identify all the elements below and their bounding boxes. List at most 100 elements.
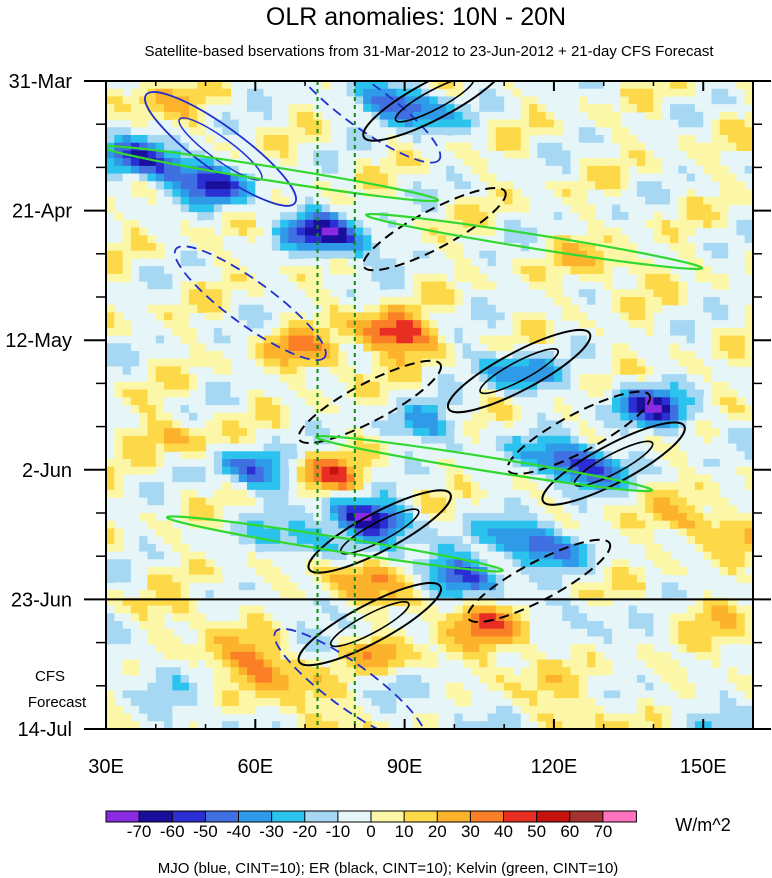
- olr-cell: [130, 88, 140, 98]
- olr-cell: [553, 435, 563, 445]
- olr-cell: [504, 428, 514, 437]
- olr-cell: [462, 165, 472, 175]
- olr-cell: [180, 212, 190, 221]
- olr-cell: [736, 451, 746, 460]
- olr-cell: [728, 304, 738, 314]
- olr-cell: [711, 543, 721, 553]
- olr-cell: [537, 397, 547, 406]
- olr-cell: [396, 420, 406, 429]
- olr-cell: [694, 312, 704, 321]
- olr-cell: [703, 536, 713, 545]
- olr-cell: [321, 520, 331, 530]
- olr-cell: [620, 412, 630, 422]
- olr-cell: [338, 358, 348, 368]
- olr-cell: [288, 327, 298, 337]
- olr-cell: [296, 189, 306, 198]
- olr-cell: [172, 250, 182, 260]
- olr-cell: [728, 142, 738, 152]
- olr-cell: [354, 335, 364, 344]
- olr-cell: [512, 243, 522, 252]
- olr-cell: [661, 489, 671, 499]
- olr-cell: [537, 281, 547, 290]
- olr-cell: [346, 412, 356, 422]
- olr-cell: [587, 466, 596, 476]
- olr-cell: [255, 104, 265, 113]
- olr-cell: [122, 451, 132, 460]
- olr-cell: [263, 474, 273, 483]
- olr-cell: [636, 459, 646, 468]
- olr-cell: [504, 219, 514, 229]
- olr-cell: [736, 559, 746, 568]
- olr-cell: [744, 528, 753, 537]
- olr-cell: [512, 536, 522, 545]
- olr-cell: [603, 528, 613, 537]
- olr-cell: [620, 358, 630, 368]
- olr-cell: [363, 505, 373, 514]
- olr-cell: [711, 605, 721, 614]
- olr-cell: [346, 659, 356, 668]
- olr-cell: [130, 104, 140, 113]
- olr-cell: [338, 250, 348, 260]
- olr-cell: [404, 613, 414, 622]
- olr-cell: [570, 111, 580, 121]
- olr-cell: [736, 219, 746, 229]
- olr-cell: [694, 505, 704, 514]
- olr-cell: [719, 104, 729, 113]
- olr-cell: [744, 243, 753, 252]
- olr-cell: [670, 235, 679, 244]
- olr-cell: [719, 605, 729, 614]
- olr-cell: [305, 165, 314, 175]
- olr-cell: [446, 358, 455, 368]
- olr-cell: [504, 266, 514, 275]
- olr-cell: [106, 358, 115, 368]
- olr-cell: [139, 104, 149, 113]
- olr-cell: [537, 574, 547, 584]
- olr-cell: [371, 482, 381, 491]
- olr-cell: [446, 173, 455, 182]
- olr-cell: [238, 181, 248, 190]
- olr-cell: [296, 343, 306, 352]
- olr-cell: [728, 551, 738, 560]
- olr-cell: [628, 513, 638, 522]
- olr-cell: [147, 613, 157, 622]
- olr-cell: [670, 351, 679, 360]
- olr-cell: [545, 590, 555, 599]
- olr-cell: [686, 667, 696, 676]
- olr-cell: [363, 81, 373, 90]
- olr-cell: [628, 81, 638, 90]
- olr-cell: [338, 397, 348, 406]
- olr-cell: [512, 582, 522, 591]
- olr-cell: [396, 142, 406, 152]
- olr-cell: [188, 451, 198, 460]
- olr-cell: [719, 266, 729, 275]
- olr-cell: [620, 559, 630, 568]
- olr-cell: [520, 366, 530, 375]
- olr-cell: [744, 227, 753, 236]
- olr-cell: [578, 536, 588, 545]
- olr-cell: [562, 435, 572, 445]
- olr-cell: [313, 212, 323, 221]
- olr-cell: [454, 644, 464, 653]
- olr-cell: [703, 119, 713, 128]
- olr-cell: [164, 567, 173, 576]
- olr-cell: [230, 559, 240, 568]
- olr-cell: [404, 243, 414, 252]
- olr-cell: [620, 127, 630, 136]
- olr-cell: [155, 327, 165, 337]
- olr-cell: [338, 667, 348, 676]
- olr-cell: [653, 227, 663, 236]
- olr-cell: [213, 165, 223, 175]
- olr-cell: [321, 489, 331, 499]
- olr-cell: [164, 366, 173, 375]
- olr-cell: [172, 165, 182, 175]
- olr-cell: [213, 304, 223, 314]
- olr-cell: [537, 551, 547, 560]
- olr-cell: [545, 165, 555, 175]
- olr-cell: [611, 297, 621, 306]
- olr-cell: [404, 335, 414, 344]
- olr-cell: [346, 667, 356, 676]
- olr-cell: [164, 466, 173, 476]
- olr-cell: [620, 675, 630, 684]
- olr-cell: [661, 196, 671, 206]
- olr-cell: [172, 196, 182, 206]
